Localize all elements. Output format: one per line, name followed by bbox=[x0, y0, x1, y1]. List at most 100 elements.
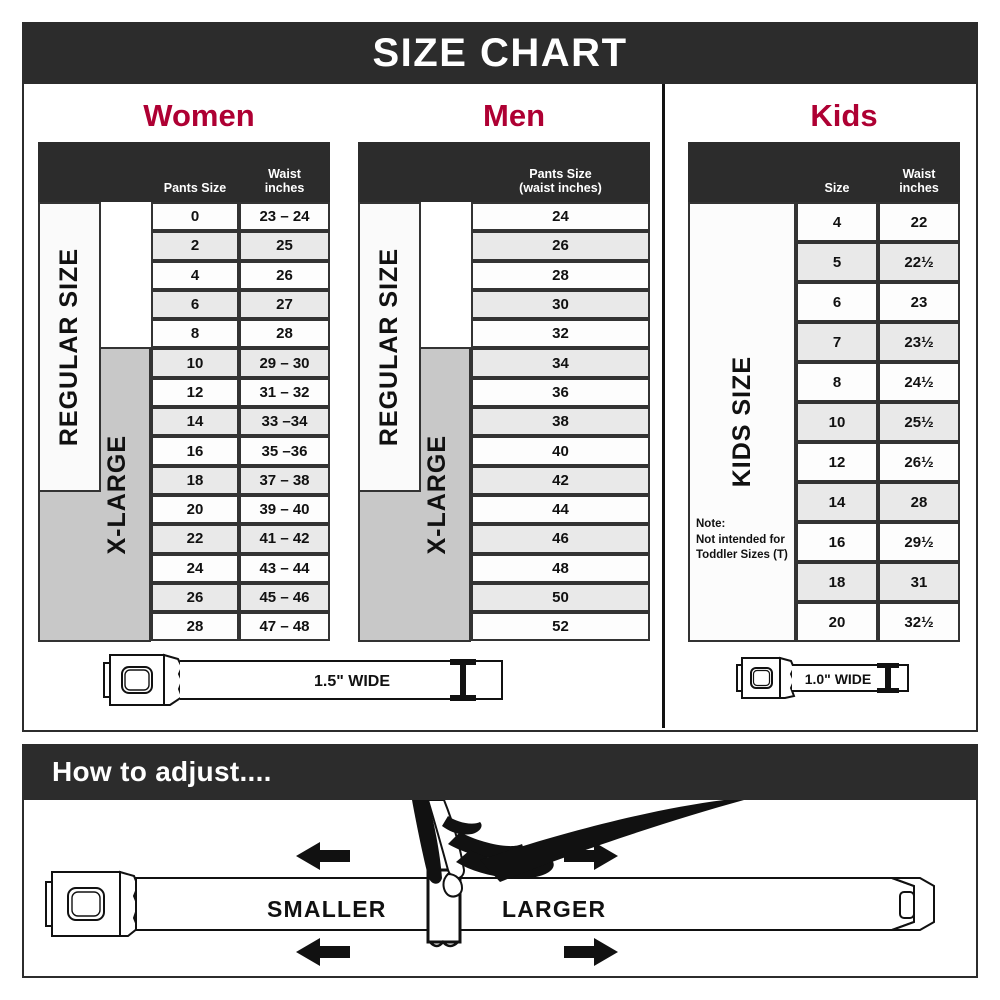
table-cell-waist: 31 – 32 bbox=[239, 377, 330, 408]
table-row: 38 bbox=[471, 407, 650, 437]
table-row: 50 bbox=[471, 582, 650, 613]
men-header-line1: Pants Size bbox=[529, 166, 592, 181]
table-cell-waist: 35 –36 bbox=[239, 436, 330, 466]
women-header-waist-line2: inches bbox=[264, 181, 305, 196]
tables-panel: Women Men Kids Pants Size Waist inches X… bbox=[22, 84, 978, 732]
belt-width-illustration-narrow: 1.0" WIDE bbox=[736, 652, 926, 704]
table-cell-waist: 25 bbox=[239, 231, 330, 261]
table-row: 48 bbox=[471, 553, 650, 583]
belt-diagram-1-0-svg: 1.0" WIDE bbox=[736, 656, 909, 699]
table-row: 18 37 – 38 bbox=[151, 465, 330, 495]
table-cell-size: 34 bbox=[471, 348, 650, 378]
kids-note-line1: Note: bbox=[696, 518, 726, 530]
section-title-women: Women bbox=[143, 98, 255, 133]
men-xlarge-label: X-LARGE bbox=[423, 434, 451, 555]
table-row: 4 26 bbox=[151, 260, 330, 290]
table-cell-size: 30 bbox=[471, 289, 650, 320]
table-cell-size: 52 bbox=[471, 612, 650, 642]
howto-title-bar: How to adjust.... bbox=[22, 744, 978, 800]
adjust-buckle-window-inner bbox=[71, 891, 101, 917]
women-xlarge-label: X-LARGE bbox=[103, 434, 131, 555]
table-row: 7 23½ bbox=[796, 322, 960, 362]
table-row: 52 bbox=[471, 612, 650, 642]
table-row: 20 32½ bbox=[796, 602, 960, 642]
arrow-larger-bottom bbox=[564, 938, 618, 966]
table-row: 26 bbox=[471, 231, 650, 261]
table-row: 44 bbox=[471, 494, 650, 525]
kids-note: Note: Not intended for Toddler Sizes (T) bbox=[696, 517, 788, 564]
table-cell-size: 7 bbox=[796, 322, 878, 362]
table-cell-waist: 29 – 30 bbox=[239, 348, 330, 378]
table-row: 36 bbox=[471, 377, 650, 408]
table-cell-size: 8 bbox=[151, 319, 239, 349]
table-cell-waist: 31 bbox=[878, 562, 960, 602]
kids-header-waist: Waist inches bbox=[878, 167, 960, 203]
women-header-blank bbox=[38, 181, 151, 202]
table-row: 5 22½ bbox=[796, 242, 960, 282]
table-cell-size: 50 bbox=[471, 582, 650, 613]
belt-width-illustration-wide: 1.5" WIDE bbox=[102, 649, 542, 711]
table-cell-size: 44 bbox=[471, 494, 650, 525]
table-cell-waist: 47 – 48 bbox=[239, 612, 330, 642]
table-cell-waist: 41 – 42 bbox=[239, 524, 330, 554]
table-cell-waist: 33 –34 bbox=[239, 407, 330, 437]
table-cell-size: 10 bbox=[151, 348, 239, 378]
table-cell-size: 26 bbox=[471, 231, 650, 261]
table-cell-waist: 37 – 38 bbox=[239, 465, 330, 495]
table-cell-size: 24 bbox=[471, 202, 650, 232]
table-row: 40 bbox=[471, 436, 650, 466]
table-row: 6 23 bbox=[796, 282, 960, 322]
table-cell-size: 32 bbox=[471, 319, 650, 349]
table-cell-size: 8 bbox=[796, 362, 878, 402]
table-cell-waist: 45 – 46 bbox=[239, 582, 330, 613]
belt-diagram-1-5-svg: 1.5" WIDE bbox=[103, 653, 503, 706]
women-regular-label: REGULAR SIZE bbox=[55, 247, 83, 447]
table-cell-size: 20 bbox=[151, 494, 239, 525]
table-cell-size: 22 bbox=[151, 524, 239, 554]
women-header-pants-size: Pants Size bbox=[163, 181, 227, 196]
table-cell-size: 14 bbox=[796, 482, 878, 522]
table-cell-size: 2 bbox=[151, 231, 239, 261]
women-header-waist-line1: Waist bbox=[268, 166, 301, 181]
table-row: 32 bbox=[471, 319, 650, 349]
table-cell-size: 18 bbox=[796, 562, 878, 602]
table-cell-size: 16 bbox=[796, 522, 878, 562]
adjust-strap-tip-slot bbox=[899, 891, 915, 919]
kids-header-waist-line1: Waist bbox=[902, 166, 936, 181]
table-row: 12 26½ bbox=[796, 442, 960, 482]
arrow-smaller-top bbox=[296, 842, 350, 870]
table-row: 42 bbox=[471, 465, 650, 495]
table-row: 8 24½ bbox=[796, 362, 960, 402]
table-cell-size: 12 bbox=[151, 377, 239, 408]
table-cell-size: 4 bbox=[796, 202, 878, 242]
table-row: 8 28 bbox=[151, 319, 330, 349]
men-size-table: Pants Size (waist inches) X-LARGE REGULA… bbox=[358, 142, 650, 642]
table-cell-size: 0 bbox=[151, 202, 239, 232]
table-cell-size: 6 bbox=[151, 289, 239, 320]
table-cell-size: 10 bbox=[796, 402, 878, 442]
table-row: 26 45 – 46 bbox=[151, 582, 330, 613]
table-cell-waist: 24½ bbox=[878, 362, 960, 402]
men-header-blank bbox=[358, 181, 471, 202]
table-cell-size: 46 bbox=[471, 524, 650, 554]
section-divider bbox=[662, 84, 665, 728]
table-row: 18 31 bbox=[796, 562, 960, 602]
table-cell-size: 4 bbox=[151, 260, 239, 290]
table-row: 10 25½ bbox=[796, 402, 960, 442]
arrow-larger-top bbox=[564, 842, 618, 870]
table-row: 4 22 bbox=[796, 202, 960, 242]
women-regular-label-box: REGULAR SIZE bbox=[38, 202, 101, 492]
table-row: 16 29½ bbox=[796, 522, 960, 562]
kids-size-table: Size Waist inches KIDS SIZE Note: Not in… bbox=[688, 142, 960, 642]
table-cell-waist: 26½ bbox=[878, 442, 960, 482]
table-cell-waist: 22 bbox=[878, 202, 960, 242]
belt-width-label-wide: 1.5" WIDE bbox=[314, 673, 390, 690]
women-header-waist: Waist inches bbox=[239, 167, 330, 203]
howto-title: How to adjust.... bbox=[52, 756, 272, 787]
table-cell-waist: 39 – 40 bbox=[239, 494, 330, 525]
women-size-table: Pants Size Waist inches X-LARGE REGULAR … bbox=[38, 142, 330, 642]
men-header-pants-size: Pants Size (waist inches) bbox=[471, 167, 650, 203]
table-cell-size: 36 bbox=[471, 377, 650, 408]
table-cell-size: 28 bbox=[151, 612, 239, 642]
